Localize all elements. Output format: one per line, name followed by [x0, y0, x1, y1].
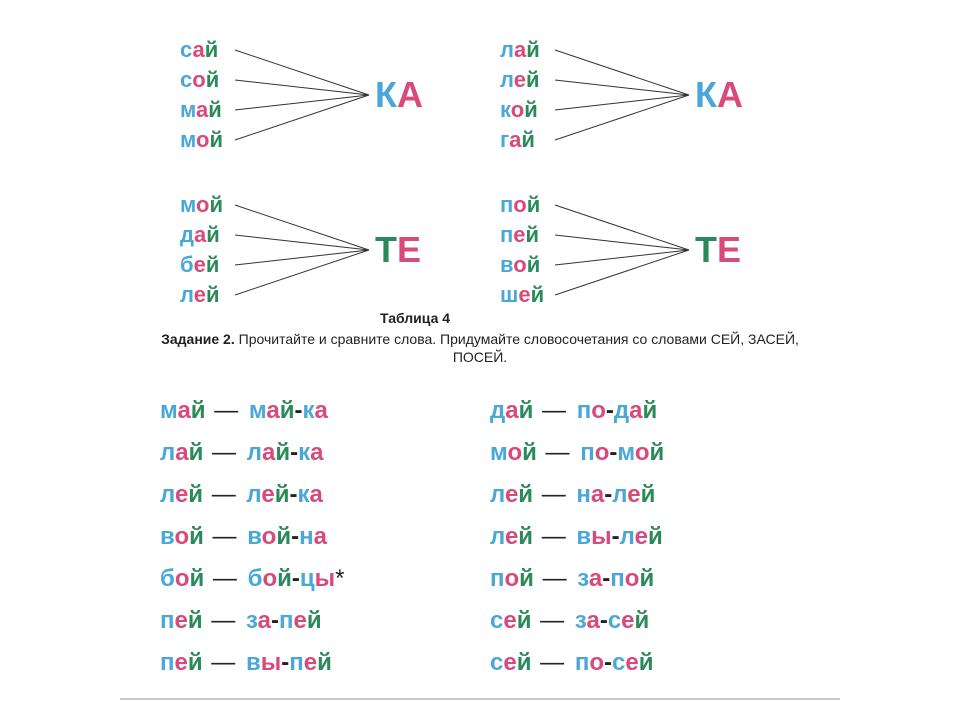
word-row: лай — лай-ка [160, 432, 500, 474]
word-row: вой — вой-на [160, 516, 500, 558]
fan-prefix: кой [500, 95, 540, 125]
table-caption: Таблица 4 [380, 310, 450, 326]
task-body: Прочитайте и сравните слова. Придумайте … [235, 331, 799, 365]
fan-prefix: лай [500, 35, 540, 65]
fan-prefix: вой [500, 250, 544, 280]
fan-prefix: лей [180, 280, 223, 310]
fan-fan1: сайсоймаймой КА [180, 35, 440, 165]
fan-prefix: гай [500, 125, 540, 155]
word-row: сей — за-сей [490, 600, 830, 642]
fan-prefix: дай [180, 220, 223, 250]
fan-prefix: пой [500, 190, 544, 220]
fan-prefix: май [180, 95, 223, 125]
word-row: дай — по-дай [490, 390, 830, 432]
fan-prefix: пей [500, 220, 544, 250]
fan-suffix: ТЕ [695, 232, 741, 268]
fan-prefix: шей [500, 280, 544, 310]
word-row: пей — за-пей [160, 600, 500, 642]
task-label: Задание 2. [161, 331, 235, 347]
word-row: май — май-ка [160, 390, 500, 432]
word-row: лей — лей-ка [160, 474, 500, 516]
fan-prefix: сой [180, 65, 223, 95]
word-row: мой — по-мой [490, 432, 830, 474]
fan-prefix: сай [180, 35, 223, 65]
fan-suffix: КА [695, 77, 743, 113]
fan-prefix: мой [180, 125, 223, 155]
fan-suffix: КА [375, 77, 423, 113]
task-text: Задание 2. Прочитайте и сравните слова. … [160, 330, 800, 366]
fan-fan3: мойдайбейлей ТЕ [180, 190, 440, 320]
fan-fan4: пойпейвойшей ТЕ [500, 190, 760, 320]
word-row: лей — вы-лей [490, 516, 830, 558]
word-row: пой — за-пой [490, 558, 830, 600]
fan-suffix: ТЕ [375, 232, 421, 268]
fan-prefix: мой [180, 190, 223, 220]
fan-fan2: лайлейкойгай КА [500, 35, 760, 165]
word-row: сей — по-сей [490, 642, 830, 684]
word-row: пей — вы-пей [160, 642, 500, 684]
word-row: бой — бой-цы* [160, 558, 500, 600]
fan-prefix: лей [500, 65, 540, 95]
fan-prefix: бей [180, 250, 223, 280]
word-col-left: май — май-калай — лай-калей — лей-кавой … [160, 390, 500, 684]
page: сайсоймаймойКАлайлейкойгайКАмойдайбейлей… [120, 20, 840, 700]
word-row: лей — на-лей [490, 474, 830, 516]
word-col-right: дай — по-даймой — по-мойлей — на-лейлей … [490, 390, 830, 684]
